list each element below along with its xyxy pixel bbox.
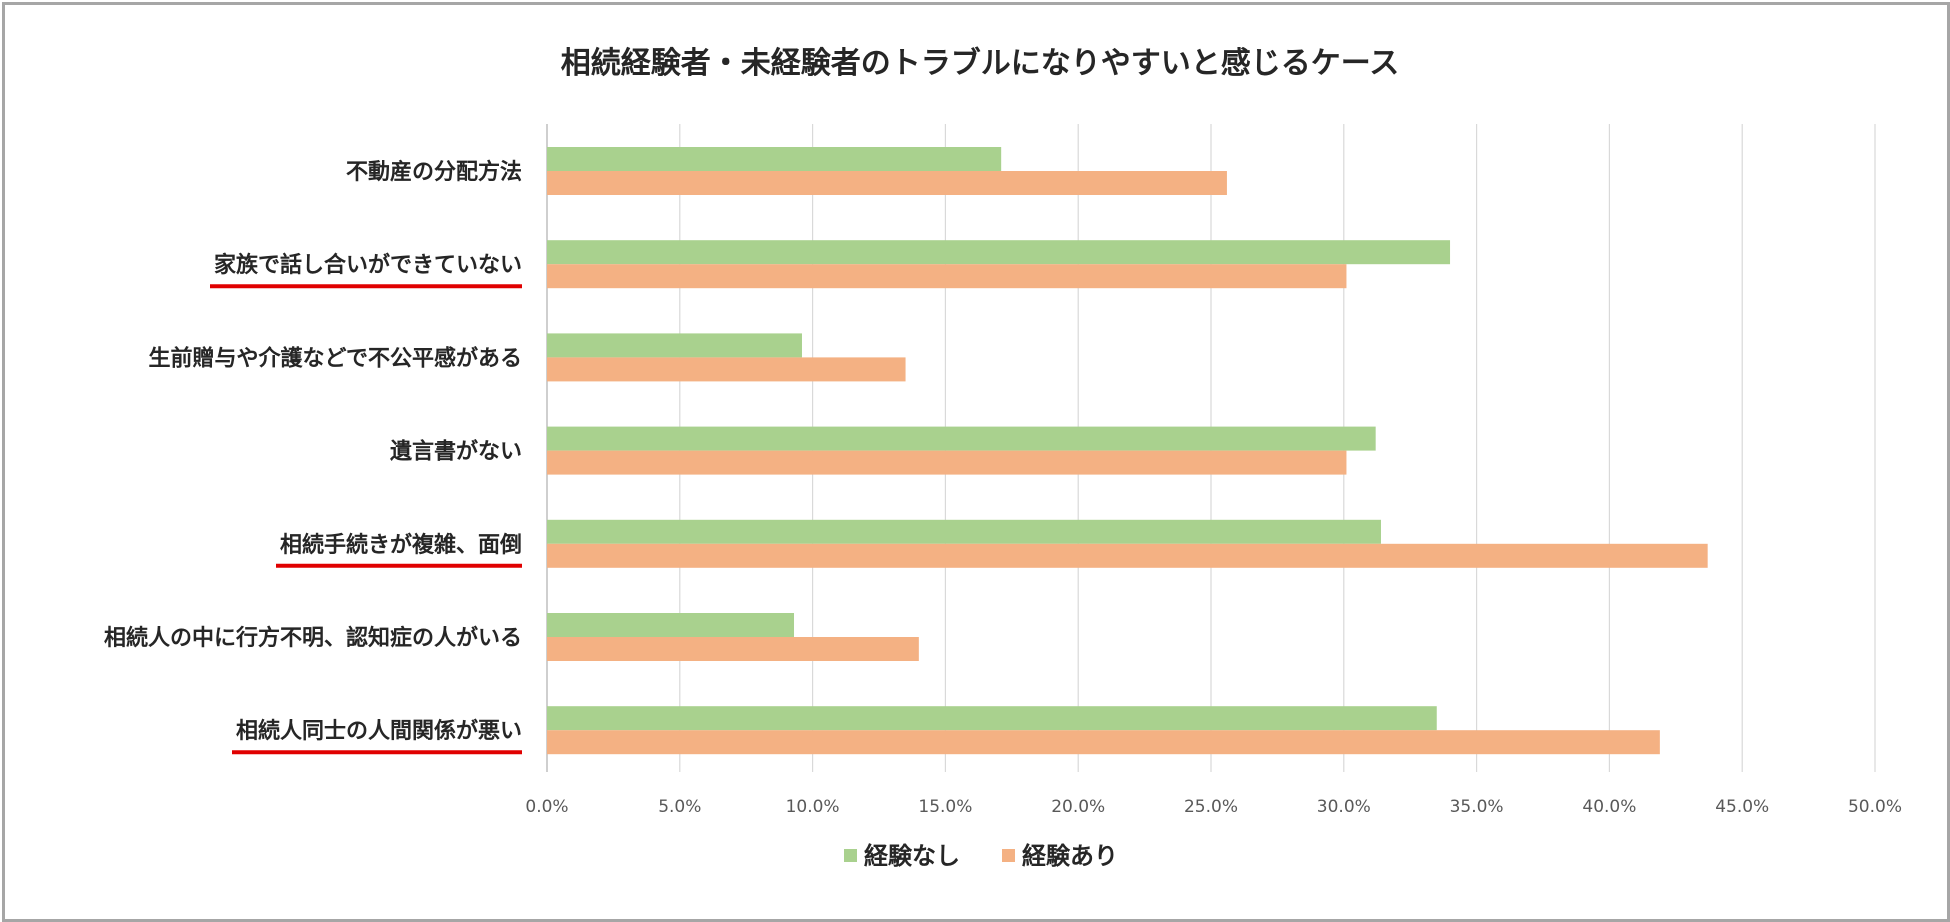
x-tick-labels: 0.0% 5.0% 10.0% 15.0% 20.0% 25.0% 30.0% 35.0% 40… [525,797,1902,817]
category-label: 不動産の分配方法 [346,159,522,185]
legend-label: 経験あり [1022,842,1118,870]
chart-title: 相続経験者・未経験者のトラブルになりやすいと感じるケース [561,46,1400,81]
bar-no-experience [547,706,1437,731]
bar-no-experience [547,613,795,637]
x-tick-label: 40.0% [1582,797,1636,817]
bar-experience [547,730,1660,755]
x-tick-label: 45.0% [1715,797,1769,817]
bar-experience [547,171,1227,195]
bar-no-experience [547,519,1381,544]
bar-no-experience [547,333,802,358]
x-tick-label: 15.0% [918,797,972,817]
grid-lines [546,124,1876,772]
x-tick-label: 0.0% [525,797,568,817]
x-tick-label: 30.0% [1317,797,1371,817]
x-tick-label: 25.0% [1184,797,1238,817]
category-label: 相続手続きが複雑、面倒 [280,532,522,558]
bar-no-experience [547,426,1376,451]
category-label: 遺言書がない [390,439,522,465]
category-label: 生前贈与や介護などで不公平感がある [148,345,522,371]
x-tick-label: 50.0% [1848,797,1902,817]
bars [547,147,1708,755]
x-tick-label: 20.0% [1051,797,1105,817]
bar-experience [547,357,906,382]
bar-experience [547,450,1347,475]
category-label: 相続人の中に行方不明、認知症の人がいる [104,625,522,651]
x-tick-label: 5.0% [658,797,701,817]
legend: 経験なし 経験あり [844,842,1118,870]
bar-no-experience [547,240,1451,265]
legend-label: 経験なし [864,842,960,870]
legend-swatch [844,849,857,862]
category-labels: 不動産の分配方法家族で話し合いができていない生前贈与や介護などで不公平感がある遺… [104,159,522,755]
category-label: 相続人同士の人間関係が悪い [236,718,522,744]
bar-experience [547,543,1708,568]
x-tick-label: 10.0% [786,797,840,817]
bar-experience [547,637,919,661]
category-label: 家族で話し合いができていない [214,252,522,278]
bar-no-experience [547,147,1002,171]
bar-experience [547,264,1347,289]
x-tick-label: 35.0% [1450,797,1504,817]
legend-swatch [1002,849,1015,862]
